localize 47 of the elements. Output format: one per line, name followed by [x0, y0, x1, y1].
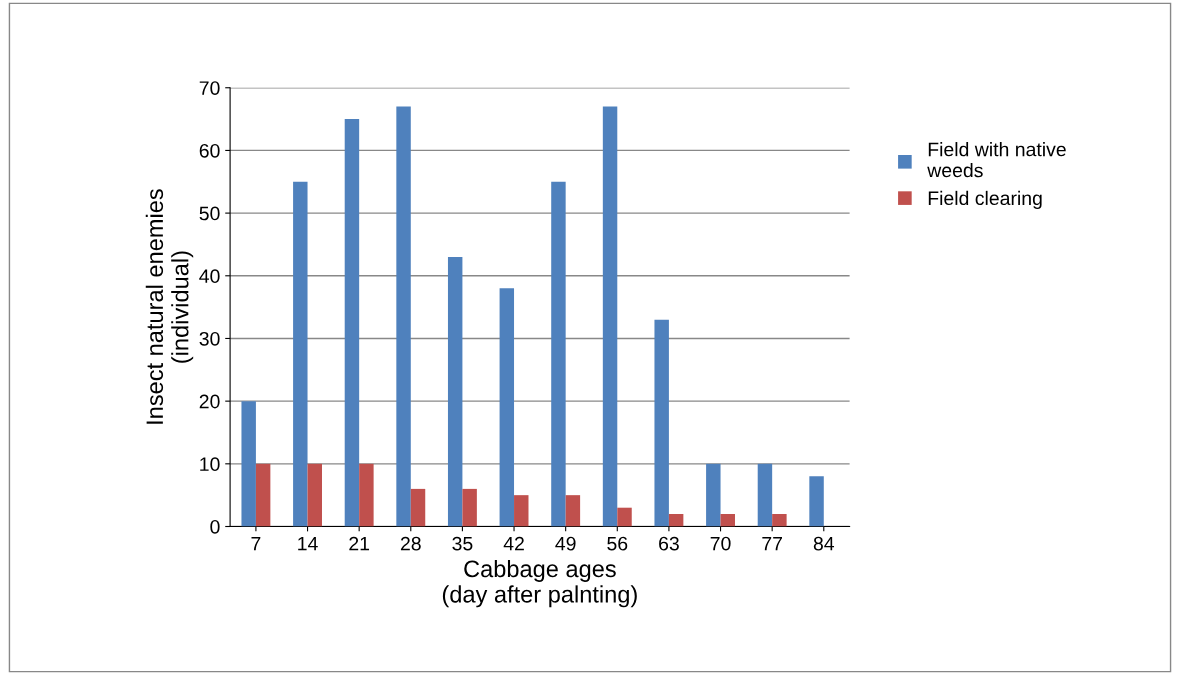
- x-tick-label: 49: [555, 536, 576, 551]
- y-tick-label: 50: [199, 206, 220, 221]
- x-tick-label: 63: [659, 536, 679, 551]
- x-tick-label: 77: [762, 536, 782, 551]
- x-tick-label: 14: [298, 536, 318, 551]
- bar: [617, 507, 632, 527]
- bar: [344, 119, 360, 527]
- y-tick-label: 70: [199, 81, 220, 95]
- bar: [462, 488, 477, 527]
- bar: [668, 513, 684, 527]
- bar: [410, 488, 426, 527]
- y-tick-label: 40: [199, 269, 220, 284]
- bar: [551, 181, 566, 527]
- bar: [757, 463, 773, 527]
- bar: [720, 513, 735, 527]
- y-tick-label: 20: [199, 394, 220, 409]
- bar: [255, 463, 271, 527]
- bar: [499, 288, 515, 527]
- x-axis-title: Cabbage ages (day after palnting): [442, 559, 637, 608]
- bar: [359, 463, 374, 527]
- bar: [654, 319, 669, 527]
- bar: [809, 476, 824, 527]
- bar: [396, 106, 411, 527]
- bar: [772, 513, 787, 527]
- x-tick-label: 56: [607, 536, 628, 551]
- legend-label: Field with native weeds: [927, 142, 1066, 178]
- x-tick-label: 35: [452, 536, 473, 551]
- bar: [307, 463, 322, 527]
- bar: [514, 495, 529, 527]
- x-tick-label: 84: [813, 536, 835, 551]
- bar: [293, 181, 308, 527]
- y-axis-title: Insect natural enemies (individual): [145, 189, 194, 424]
- y-tick-label: 0: [210, 519, 220, 534]
- x-tick-label: 70: [710, 536, 731, 551]
- y-tick-label: 10: [200, 457, 220, 472]
- legend-label: Field clearing: [928, 190, 1042, 209]
- bar: [706, 463, 721, 527]
- y-tick-label: 30: [199, 331, 220, 346]
- x-tick-label: 28: [400, 536, 421, 551]
- y-tick-label: 60: [199, 143, 220, 158]
- bar: [447, 256, 463, 527]
- x-tick-label: 21: [349, 536, 370, 551]
- x-tick-label: 42: [503, 536, 524, 551]
- x-tick-label: 7: [251, 536, 261, 551]
- bar: [565, 495, 581, 527]
- bar: [241, 401, 256, 527]
- bar: [602, 106, 618, 527]
